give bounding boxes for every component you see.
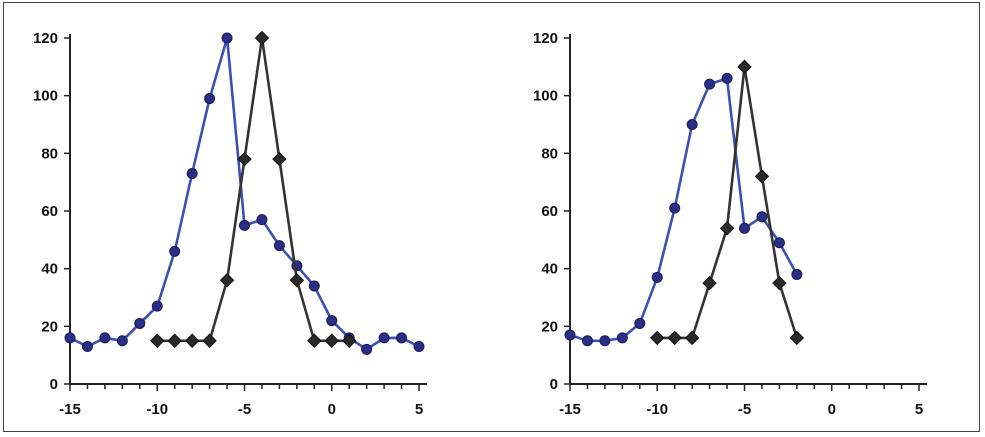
x-tick-label: -5 bbox=[738, 401, 751, 418]
y-tick-label: 100 bbox=[33, 88, 58, 105]
data-point-circle bbox=[756, 211, 768, 223]
data-point-circle bbox=[204, 93, 216, 105]
data-point-circle bbox=[361, 343, 373, 355]
data-point-circle bbox=[634, 317, 646, 329]
data-point-circle bbox=[704, 78, 716, 90]
data-point-diamond bbox=[737, 59, 752, 75]
data-point-diamond bbox=[789, 330, 805, 346]
data-point-circle bbox=[169, 245, 181, 257]
y-tick-label: 60 bbox=[41, 203, 58, 220]
data-point-diamond bbox=[754, 169, 770, 184]
data-point-circle bbox=[273, 240, 285, 252]
y-tick-label: 0 bbox=[550, 376, 558, 393]
data-point-circle bbox=[221, 32, 233, 44]
x-tick-label: -15 bbox=[59, 401, 81, 418]
data-point-circle bbox=[134, 317, 146, 329]
data-point-circle bbox=[116, 335, 128, 347]
series-line-1 bbox=[569, 77, 799, 343]
data-point-circle bbox=[256, 214, 268, 226]
data-point-circle bbox=[64, 332, 76, 344]
x-tick-label: 0 bbox=[828, 401, 836, 418]
x-tick-label: -5 bbox=[238, 401, 251, 418]
data-point-diamond bbox=[184, 333, 200, 348]
data-point-diamond bbox=[237, 151, 252, 167]
data-point-diamond bbox=[650, 330, 665, 346]
data-point-circle bbox=[599, 335, 611, 347]
data-point-diamond bbox=[307, 333, 322, 348]
data-point-diamond bbox=[719, 221, 735, 236]
data-point-circle bbox=[81, 341, 93, 353]
figure-frame bbox=[3, 2, 980, 432]
data-point-circle bbox=[99, 332, 111, 344]
data-point-diamond bbox=[684, 330, 700, 346]
data-point-circle bbox=[739, 222, 750, 234]
data-point-circle bbox=[326, 315, 338, 327]
data-point-circle bbox=[378, 332, 390, 344]
data-point-diamond bbox=[254, 30, 270, 46]
data-point-circle bbox=[186, 168, 198, 180]
series-line-1 bbox=[69, 36, 420, 351]
x-tick-label: 0 bbox=[328, 401, 336, 418]
y-tick-label: 20 bbox=[41, 318, 58, 335]
data-point-circle bbox=[791, 268, 803, 280]
data-point-circle bbox=[564, 329, 576, 341]
y-tick-label: 60 bbox=[541, 203, 558, 220]
y-tick-label: 100 bbox=[533, 88, 558, 105]
data-point-diamond bbox=[667, 330, 682, 346]
y-tick-label: 120 bbox=[33, 30, 58, 47]
x-tick-label: 5 bbox=[415, 401, 423, 418]
data-point-circle bbox=[413, 341, 425, 353]
y-tick-label: 80 bbox=[41, 145, 58, 162]
data-point-diamond bbox=[324, 333, 339, 348]
x-tick-label: -10 bbox=[646, 401, 668, 418]
data-point-circle bbox=[773, 237, 785, 249]
y-tick-label: 40 bbox=[541, 261, 558, 278]
data-point-diamond bbox=[219, 272, 235, 288]
data-point-circle bbox=[308, 280, 320, 292]
data-point-diamond bbox=[702, 275, 717, 291]
data-point-diamond bbox=[341, 333, 357, 348]
y-tick-label: 120 bbox=[533, 30, 558, 47]
series-line-2 bbox=[657, 65, 799, 340]
data-point-circle bbox=[651, 271, 663, 283]
y-tick-label: 80 bbox=[541, 145, 558, 162]
data-point-diamond bbox=[202, 333, 217, 348]
x-tick-label: -10 bbox=[146, 401, 168, 418]
data-point-circle bbox=[581, 335, 593, 347]
x-tick-label: -15 bbox=[559, 401, 581, 418]
y-tick-label: 40 bbox=[41, 261, 58, 278]
data-point-circle bbox=[239, 219, 250, 231]
x-tick-label: 5 bbox=[915, 401, 923, 418]
y-tick-label: 20 bbox=[541, 318, 558, 335]
data-point-circle bbox=[396, 332, 408, 344]
data-point-diamond bbox=[167, 333, 182, 348]
data-point-circle bbox=[686, 119, 698, 130]
data-point-diamond bbox=[150, 333, 165, 348]
y-tick-label: 0 bbox=[50, 376, 58, 393]
data-point-circle bbox=[151, 300, 163, 312]
data-point-diamond bbox=[289, 272, 305, 288]
data-point-diamond bbox=[772, 275, 787, 291]
chart-panel-1: -15 -10 -5 0 5 0 20 40 60 80 100 120 bbox=[33, 30, 427, 418]
data-point-circle bbox=[616, 332, 628, 344]
data-point-circle bbox=[721, 72, 733, 84]
chart-panel-2: -15 -10 -5 0 5 0 20 40 60 80 100 120 bbox=[533, 30, 927, 418]
data-point-circle bbox=[669, 202, 681, 214]
data-point-diamond bbox=[272, 151, 287, 167]
